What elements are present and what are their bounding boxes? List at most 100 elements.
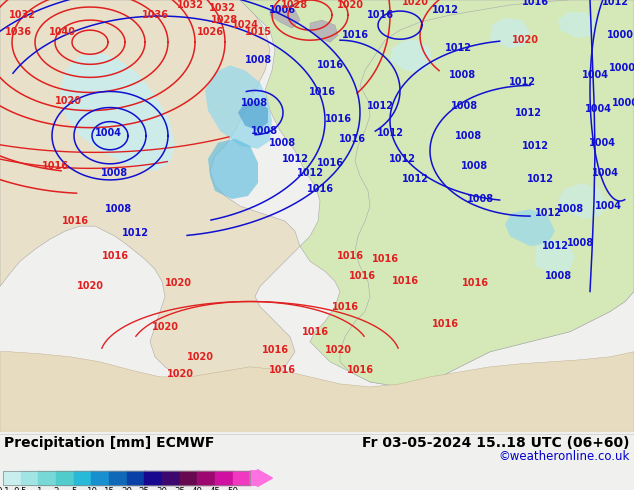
Polygon shape xyxy=(505,209,555,246)
Text: 1004: 1004 xyxy=(592,168,619,178)
Text: 1012: 1012 xyxy=(508,77,536,87)
Text: 1012: 1012 xyxy=(297,168,323,178)
Text: 1015: 1015 xyxy=(245,27,271,37)
Text: 1004: 1004 xyxy=(585,103,612,114)
Text: Fr 03-05-2024 15..18 UTC (06+60): Fr 03-05-2024 15..18 UTC (06+60) xyxy=(363,436,630,450)
Text: 1016: 1016 xyxy=(261,345,288,355)
Polygon shape xyxy=(490,18,530,48)
Text: 1016: 1016 xyxy=(269,365,295,375)
Text: 1016: 1016 xyxy=(432,318,458,329)
Text: 1020: 1020 xyxy=(401,0,429,7)
Text: 1008: 1008 xyxy=(105,204,132,214)
Polygon shape xyxy=(205,65,272,149)
Text: 0.5: 0.5 xyxy=(14,487,27,490)
Text: 1008: 1008 xyxy=(451,100,479,111)
Text: 1004: 1004 xyxy=(595,201,621,211)
Text: 1032: 1032 xyxy=(209,3,235,13)
Text: 1008: 1008 xyxy=(455,131,482,141)
Text: 1008: 1008 xyxy=(566,238,593,248)
Text: 1012: 1012 xyxy=(401,174,429,184)
Polygon shape xyxy=(0,0,300,387)
Polygon shape xyxy=(0,352,634,432)
Bar xyxy=(91,471,109,485)
Text: 1006: 1006 xyxy=(269,5,295,15)
Text: 1016: 1016 xyxy=(337,251,363,261)
Text: 1020: 1020 xyxy=(325,345,351,355)
Bar xyxy=(127,471,145,485)
Text: 1036: 1036 xyxy=(141,10,169,20)
Text: 1026: 1026 xyxy=(197,27,224,37)
Text: 1016: 1016 xyxy=(366,10,394,20)
Text: 15: 15 xyxy=(103,487,115,490)
Text: 1008: 1008 xyxy=(252,125,278,136)
Bar xyxy=(38,471,56,485)
Text: 1016: 1016 xyxy=(332,301,358,312)
Bar xyxy=(109,471,127,485)
Text: 1008: 1008 xyxy=(467,194,493,204)
Polygon shape xyxy=(240,0,634,45)
Polygon shape xyxy=(535,239,575,273)
Bar xyxy=(74,471,92,485)
Text: 1016: 1016 xyxy=(325,114,351,123)
Bar xyxy=(145,471,162,485)
Bar xyxy=(3,471,250,485)
Bar xyxy=(56,471,74,485)
Text: 1016: 1016 xyxy=(339,134,365,144)
Text: 1008: 1008 xyxy=(245,55,271,65)
Text: 1000: 1000 xyxy=(607,30,633,40)
Polygon shape xyxy=(270,5,300,28)
Polygon shape xyxy=(238,100,268,131)
Text: 1012: 1012 xyxy=(389,154,415,164)
Text: 1028: 1028 xyxy=(281,0,309,10)
Polygon shape xyxy=(60,52,175,171)
Text: 1: 1 xyxy=(36,487,41,490)
Text: 5: 5 xyxy=(71,487,77,490)
Text: 1012: 1012 xyxy=(515,108,541,118)
Text: 1016: 1016 xyxy=(392,276,418,287)
Text: 1020: 1020 xyxy=(337,0,363,10)
Text: 1000: 1000 xyxy=(609,63,634,74)
Text: 1016: 1016 xyxy=(349,271,375,281)
Text: 1016: 1016 xyxy=(309,88,335,98)
Text: 1016: 1016 xyxy=(522,0,548,7)
Text: 1016: 1016 xyxy=(316,60,344,71)
Text: 1032: 1032 xyxy=(176,0,204,10)
Text: 1016: 1016 xyxy=(41,161,68,171)
Text: 1012: 1012 xyxy=(122,228,148,238)
Text: 25: 25 xyxy=(139,487,150,490)
Bar xyxy=(21,471,39,485)
Bar xyxy=(197,471,216,485)
Text: 1008: 1008 xyxy=(242,98,269,107)
Text: 1008: 1008 xyxy=(557,204,583,214)
Polygon shape xyxy=(340,0,634,387)
Text: 1032: 1032 xyxy=(8,10,36,20)
Text: 1016: 1016 xyxy=(306,184,333,194)
Text: 1012: 1012 xyxy=(444,43,472,53)
Text: 1008: 1008 xyxy=(448,71,476,80)
Text: 1004: 1004 xyxy=(581,71,609,80)
Text: 1012: 1012 xyxy=(541,241,569,251)
Text: 1016: 1016 xyxy=(316,158,344,168)
Text: 1012: 1012 xyxy=(526,174,553,184)
Text: 1008: 1008 xyxy=(462,161,489,171)
Text: 1012: 1012 xyxy=(377,128,403,138)
Text: 1008: 1008 xyxy=(268,138,295,147)
Text: 1016: 1016 xyxy=(101,251,129,261)
Text: 1012: 1012 xyxy=(432,5,458,15)
Text: 30: 30 xyxy=(157,487,167,490)
Text: 1020: 1020 xyxy=(512,35,538,45)
Text: 1012: 1012 xyxy=(281,154,309,164)
Text: 1016: 1016 xyxy=(347,365,373,375)
Text: ©weatheronline.co.uk: ©weatheronline.co.uk xyxy=(498,450,630,463)
Text: 1016: 1016 xyxy=(462,278,489,289)
Text: Precipitation [mm] ECMWF: Precipitation [mm] ECMWF xyxy=(4,436,214,450)
Polygon shape xyxy=(310,20,338,42)
Polygon shape xyxy=(240,0,634,387)
Text: 50: 50 xyxy=(227,487,238,490)
Polygon shape xyxy=(208,139,258,199)
Text: 1036: 1036 xyxy=(4,27,32,37)
Text: 1016: 1016 xyxy=(372,254,399,264)
Text: 1016: 1016 xyxy=(342,30,368,40)
Text: 1004: 1004 xyxy=(588,138,616,147)
Text: 0.1: 0.1 xyxy=(0,487,10,490)
